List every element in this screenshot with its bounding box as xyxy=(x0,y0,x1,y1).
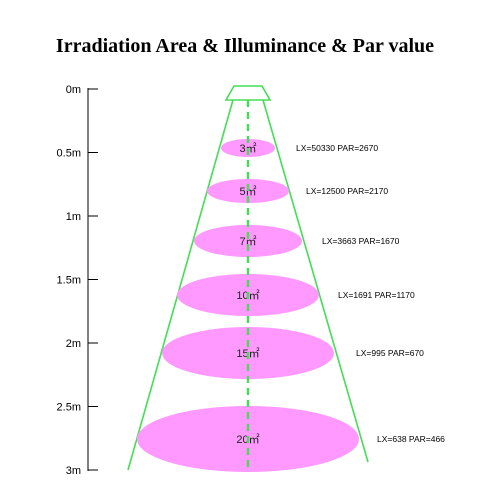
illuminance-par-label: LX=995 PAR=670 xyxy=(356,348,424,358)
diagram-title: Irradiation Area & Illuminance & Par val… xyxy=(56,35,434,57)
illuminance-par-label: LX=50330 PAR=2670 xyxy=(296,143,378,153)
axis-tick-label: 2.5m xyxy=(57,402,81,414)
light-beam xyxy=(127,99,369,471)
illuminance-par-label: LX=12500 PAR=2170 xyxy=(306,186,388,196)
illuminance-par-label: LX=638 PAR=466 xyxy=(377,434,445,444)
illuminance-par-label: LX=1691 PAR=1170 xyxy=(338,290,415,300)
axis-tick-label: 1.5m xyxy=(57,275,81,287)
axis-tick-label: 0m xyxy=(66,84,81,96)
beam-edge-right xyxy=(262,99,369,463)
axis-tick-label: 2m xyxy=(66,338,81,350)
lamp-icon xyxy=(224,85,272,101)
irradiation-disc xyxy=(194,225,302,257)
axis-ticks: 0m 0.5m 1m 1.5m 2m 2.5m 3m xyxy=(57,84,98,477)
irradiation-area-label: 7㎡ xyxy=(239,235,256,248)
axis-tick-label: 3m xyxy=(66,465,81,477)
axis-tick-label: 0.5m xyxy=(57,148,81,160)
beam-edge-left xyxy=(127,99,234,471)
irradiation-area-label: 5㎡ xyxy=(239,185,256,198)
illuminance-par-label: LX=3663 PAR=1670 xyxy=(322,236,400,246)
axis-tick-label: 1m xyxy=(66,211,81,223)
